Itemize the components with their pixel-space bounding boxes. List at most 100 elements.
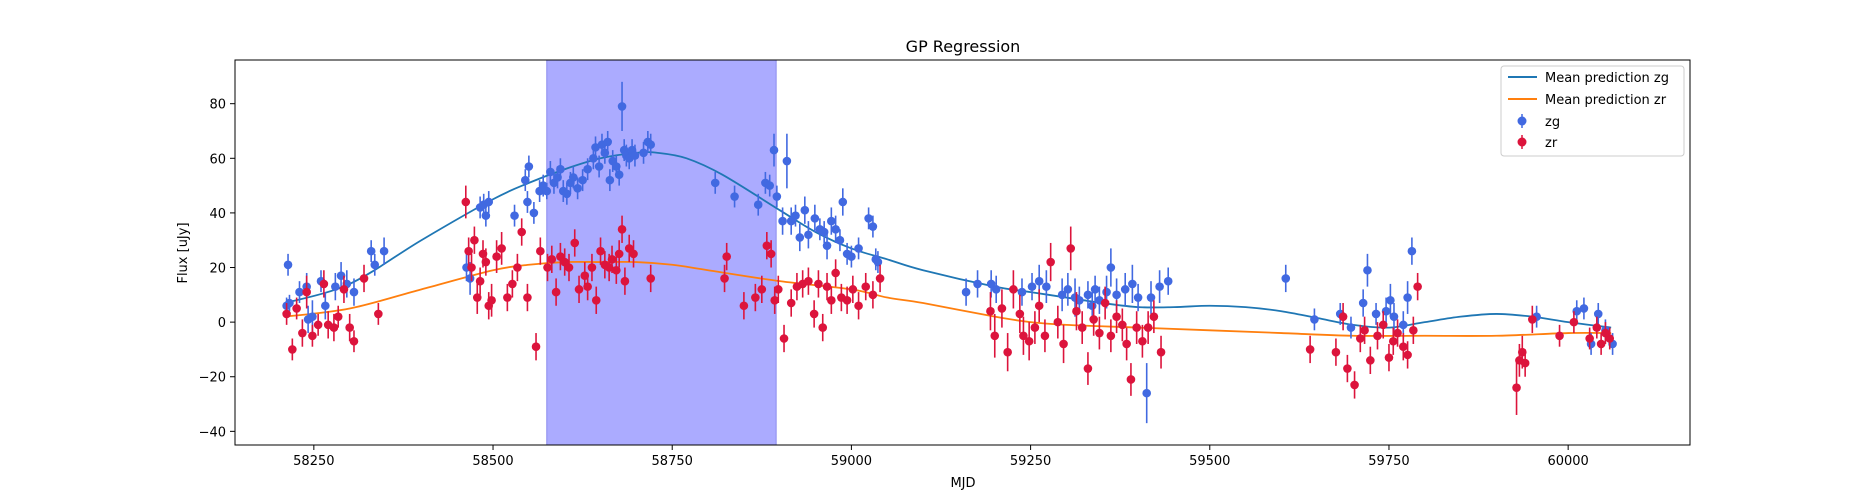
data-point-zr <box>827 295 836 305</box>
data-point-zr <box>461 197 471 207</box>
data-point-zr <box>739 301 749 311</box>
data-point-zr <box>1009 285 1018 294</box>
data-point-zg <box>1371 309 1381 319</box>
data-point-zr <box>1512 383 1521 392</box>
data-point-zr <box>1100 298 1110 308</box>
data-point-zg <box>589 153 598 163</box>
data-point-zg <box>1403 293 1412 302</box>
data-point-zr <box>1019 331 1028 341</box>
data-point-zg <box>321 301 330 311</box>
data-point-zg <box>991 285 1001 294</box>
y-tick-label: 80 <box>209 98 226 113</box>
data-point-zr <box>786 298 796 308</box>
highlight-span <box>546 59 777 446</box>
data-point-zr <box>1378 320 1388 330</box>
data-point-zr <box>770 295 780 305</box>
x-tick-label: 59500 <box>1189 454 1230 469</box>
data-point-zr <box>531 342 541 352</box>
data-point-zr <box>1034 301 1044 311</box>
data-point-zg <box>1042 282 1051 291</box>
data-point-zg <box>331 282 340 291</box>
x-axis: 58250 58500 58750 59000 59250 59500 59750 60000 <box>293 445 1589 469</box>
data-point-zr <box>467 263 476 272</box>
data-point-zg <box>772 192 782 201</box>
data-point-zr <box>374 309 383 319</box>
data-point-zr <box>607 255 617 264</box>
data-point-zg <box>573 184 582 193</box>
data-point-zg <box>1017 287 1027 297</box>
series-zg <box>282 81 1617 424</box>
data-point-zr <box>1126 375 1136 384</box>
data-point-zr <box>313 320 323 330</box>
data-point-zg <box>1346 323 1356 332</box>
legend-label-mean-zg: Mean prediction zg <box>1545 71 1669 86</box>
data-point-zr <box>1046 257 1055 267</box>
data-point-zr <box>757 285 767 294</box>
data-point-zr <box>587 263 597 272</box>
y-tick-label: 20 <box>209 262 226 277</box>
data-point-zg <box>283 260 293 270</box>
data-point-zr <box>620 276 630 286</box>
data-point-zg <box>1142 388 1152 398</box>
data-point-zr <box>822 282 832 291</box>
data-point-zr <box>1030 323 1040 332</box>
data-point-zg <box>646 140 656 149</box>
data-point-zg <box>1106 263 1116 272</box>
data-point-zr <box>1156 347 1166 357</box>
data-point-zg <box>986 279 996 289</box>
data-point-zr <box>848 285 858 294</box>
data-point-zr <box>766 249 776 259</box>
data-point-zg <box>562 189 572 199</box>
data-point-zr <box>1585 334 1594 343</box>
data-point-zr <box>1366 356 1375 365</box>
data-point-zg <box>1155 282 1164 291</box>
y-tick-label: −40 <box>199 425 226 440</box>
data-point-zr <box>1393 328 1402 338</box>
data-point-zr <box>1040 331 1050 341</box>
x-tick-label: 60000 <box>1547 454 1588 469</box>
data-point-zg <box>349 287 359 297</box>
data-point-zr <box>292 304 301 313</box>
data-point-zr <box>1132 323 1141 332</box>
data-point-zr <box>614 249 624 259</box>
data-point-zr <box>1305 345 1315 354</box>
data-point-zr <box>1403 350 1412 360</box>
y-tick-label: 0 <box>218 316 226 331</box>
data-point-zg <box>1389 312 1399 321</box>
data-point-zg <box>617 102 627 111</box>
data-point-zr <box>508 279 517 289</box>
data-point-zr <box>1384 353 1394 362</box>
data-point-zr <box>1149 312 1159 321</box>
data-point-zr <box>464 246 473 256</box>
data-point-zr <box>1059 339 1068 349</box>
data-point-zr <box>1095 328 1104 338</box>
data-point-zr <box>629 249 638 259</box>
data-point-zr <box>1388 336 1398 346</box>
data-point-zr <box>1605 334 1615 343</box>
data-point-zr <box>596 246 605 256</box>
x-tick-label: 58250 <box>293 454 334 469</box>
data-point-zg <box>1027 282 1037 291</box>
data-point-zr <box>503 293 512 302</box>
data-point-zr <box>497 244 506 253</box>
data-point-zr <box>1338 312 1348 321</box>
data-point-zg <box>520 175 530 185</box>
data-point-zg <box>366 246 376 256</box>
data-point-zr <box>751 293 760 302</box>
data-point-zr <box>288 345 297 354</box>
data-point-zr <box>1360 326 1369 335</box>
data-point-zr <box>282 309 291 319</box>
data-point-zg <box>1083 290 1093 300</box>
data-point-zr <box>492 252 501 261</box>
data-point-zr <box>1520 358 1530 368</box>
data-point-zr <box>523 293 532 302</box>
data-point-zg <box>295 287 304 297</box>
data-point-zr <box>1118 320 1127 330</box>
y-tick-label: −20 <box>199 371 226 386</box>
data-point-zr <box>1528 315 1537 324</box>
data-point-zg <box>605 175 615 185</box>
data-point-zr <box>1072 306 1081 316</box>
data-point-zr <box>1077 323 1087 332</box>
data-point-zg <box>1163 276 1173 286</box>
data-point-zg <box>1133 293 1143 302</box>
